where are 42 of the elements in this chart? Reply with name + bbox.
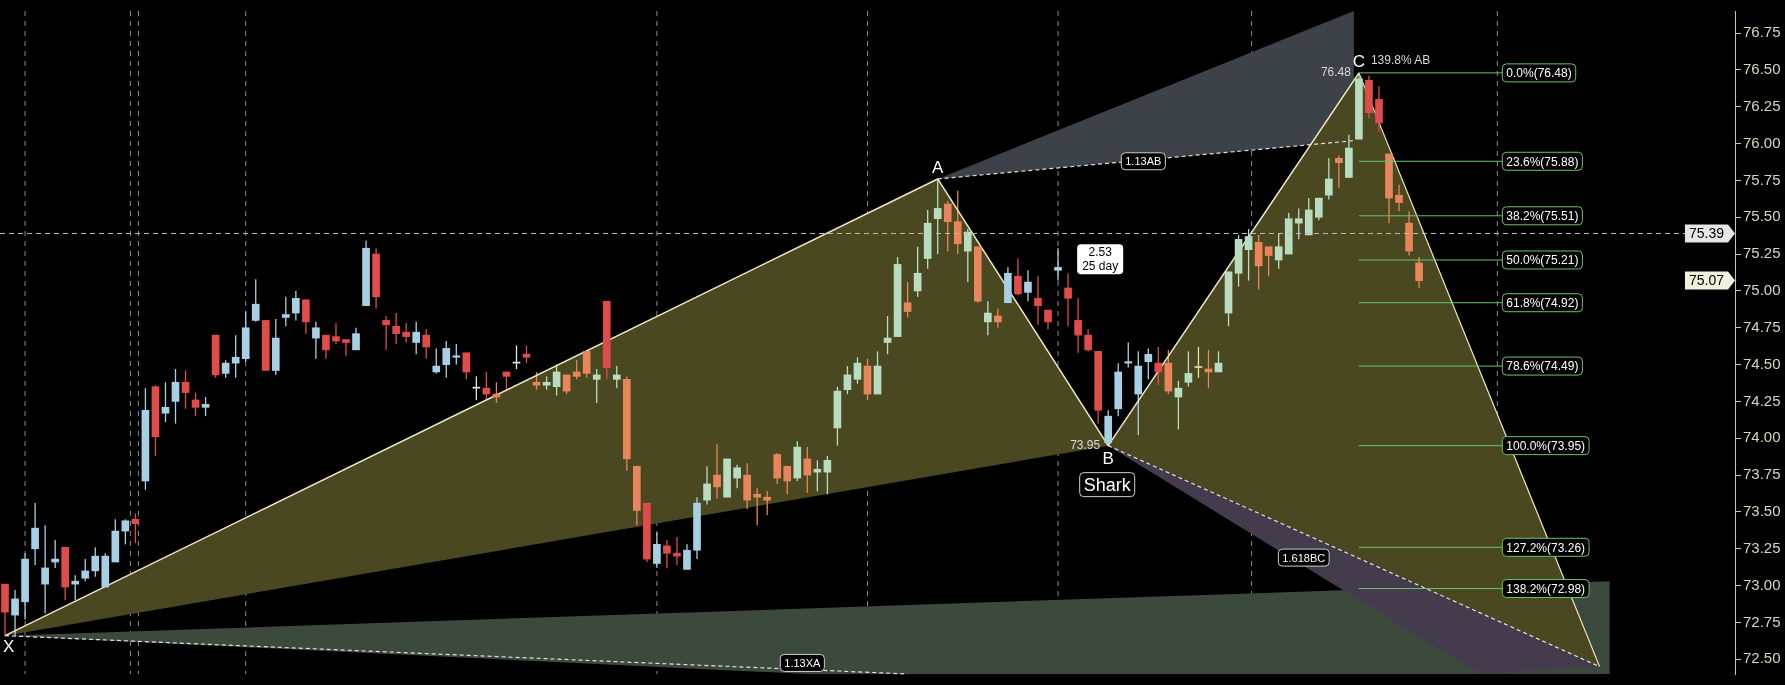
ref-line-label: 61.8%(74.92) (1506, 296, 1579, 311)
y-tick-label: 76.50 (1743, 60, 1781, 78)
ref-line-label: 78.6%(74.49) (1506, 359, 1579, 374)
ref-line-label: 100.0%(73.95) (1506, 438, 1586, 453)
y-tick-label: 73.00 (1743, 575, 1781, 593)
annotation: 25 day (1082, 258, 1119, 273)
annotation: 2.53 (1088, 244, 1113, 259)
annotation: 1.618BC (1282, 551, 1326, 564)
y-tick-label: 76.25 (1743, 96, 1781, 114)
annotation: A (932, 157, 945, 177)
y-tick-label: 74.25 (1743, 391, 1781, 409)
annotation: B (1102, 449, 1114, 469)
annotation: 76.48 (1320, 65, 1352, 80)
y-tick-label: 75.25 (1743, 244, 1781, 262)
y-tick-label: 74.75 (1743, 317, 1781, 335)
annotation: 1.13XA (784, 656, 822, 669)
y-tick-label: 75.00 (1743, 281, 1781, 299)
annotation: 75.07 (1688, 272, 1725, 289)
annotation: C (1352, 51, 1366, 71)
y-tick-label: 74.00 (1743, 428, 1781, 446)
y-tick-label: 73.25 (1743, 538, 1781, 556)
y-tick-label: 72.75 (1743, 612, 1781, 630)
ref-line-label: 0.0%(76.48) (1506, 66, 1572, 81)
ref-line-label: 38.2%(75.51) (1506, 209, 1579, 224)
ref-line-label: 50.0%(75.21) (1506, 253, 1579, 268)
annotation: 139.8% AB (1370, 53, 1431, 68)
y-tick-label: 74.50 (1743, 354, 1781, 372)
ref-line-label: 75.39 (1688, 225, 1725, 242)
y-tick-label: 76.00 (1743, 133, 1781, 151)
y-tick-label: 73.50 (1743, 502, 1781, 520)
y-tick-label: 75.50 (1743, 207, 1781, 225)
ref-line-label: 138.2%(72.98) (1506, 581, 1586, 596)
y-tick-label: 73.75 (1743, 465, 1781, 483)
y-tick-label: 76.75 (1743, 23, 1781, 41)
ref-line-label: 127.2%(73.26) (1506, 540, 1586, 555)
annotation: 1.13AB (1125, 155, 1162, 168)
annotation: 73.95 (1070, 437, 1101, 452)
annotation: X (3, 637, 15, 657)
y-tick-label: 72.50 (1743, 649, 1781, 667)
annotation: Shark (1083, 474, 1132, 495)
y-tick-label: 75.75 (1743, 170, 1781, 188)
ref-line-label: 23.6%(75.88) (1506, 154, 1579, 169)
